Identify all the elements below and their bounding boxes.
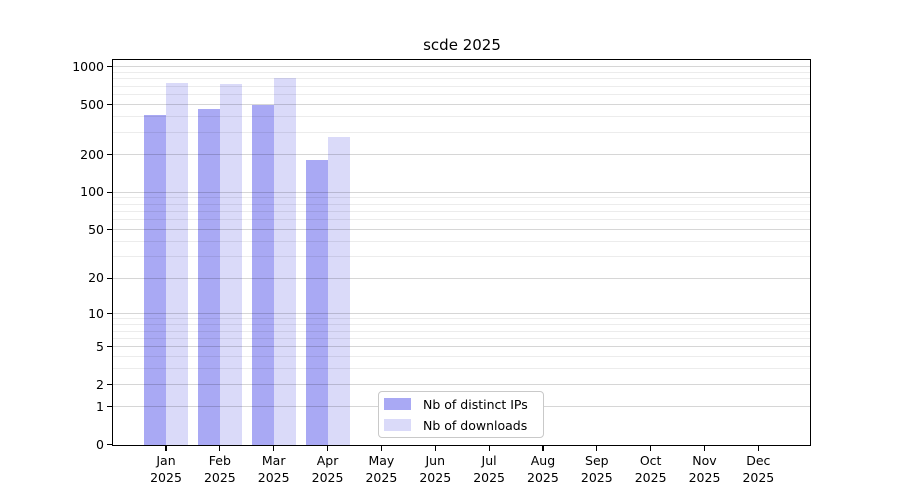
x-tick-label-year: 2025 [473,470,505,485]
x-tick-label-year: 2025 [203,470,236,485]
x-tick-label-year: 2025 [688,470,721,485]
x-tick-label-month: Sep [585,453,609,468]
x-tick-label-month: Aug [530,453,556,468]
bar-downloads-mar [273,77,296,445]
y-tick [107,444,113,446]
x-tick-label-month: Jan [156,453,176,468]
x-tick [596,445,598,451]
legend-item-downloads: Nb of downloads [384,416,543,434]
x-tick [757,445,759,451]
bar-downloads-jan [166,83,188,445]
bar-distinct-ips-apr [305,160,328,445]
gridline-major [113,104,811,106]
y-tick [107,191,113,193]
bar-distinct-ips-feb [197,109,220,445]
legend-label-downloads: Nb of downloads [423,417,528,433]
bar-distinct-ips-mar [251,105,274,445]
y-tick [107,277,113,279]
x-tick-label-year: 2025 [419,470,452,485]
legend-label-distinct-ips: Nb of distinct IPs [423,396,528,412]
x-tick-label-year: 2025 [742,470,775,485]
y-tick-label: 1 [96,398,104,414]
y-tick [107,104,113,106]
y-tick [107,66,113,68]
gridline-major [113,66,811,68]
y-tick-label: 2 [96,376,104,392]
y-tick-label: 0 [96,436,104,452]
y-tick-label: 1000 [72,58,104,74]
legend-swatch-downloads [384,419,411,431]
x-tick-label-month: Feb [208,453,231,468]
chart-title: scde 2025 [423,36,501,54]
gridline-minor [113,85,811,87]
x-tick [488,445,490,451]
x-tick-label-year: 2025 [634,470,667,485]
y-tick [107,153,113,156]
y-tick-label: 50 [88,221,104,237]
x-tick [326,445,329,451]
y-tick [107,229,113,231]
x-tick [650,445,652,451]
x-tick-label-month: Mar [261,453,286,468]
x-tick-label-month: Jun [425,453,446,468]
x-tick-label-month: May [368,453,395,468]
x-tick-label-month: Jul [481,453,497,468]
legend-item-distinct-ips: Nb of distinct IPs [384,395,543,413]
x-tick-label-year: 2025 [311,470,344,485]
y-tick [107,406,113,408]
y-tick-label: 500 [80,96,104,112]
bar-downloads-apr [327,136,350,445]
legend-swatch-distinct-ips [384,398,411,410]
x-tick-label-year: 2025 [365,470,398,485]
x-tick-label-year: 2025 [527,470,559,485]
y-tick-label: 20 [88,270,104,286]
x-tick [165,445,167,451]
x-tick [219,445,221,451]
x-tick-label-month: Apr [316,453,339,468]
x-tick [703,445,706,451]
x-tick-label-year: 2025 [580,470,613,485]
legend: Nb of distinct IPs Nb of downloads [378,391,544,438]
y-tick [107,384,113,386]
y-tick [107,312,113,315]
x-tick [273,445,275,451]
y-tick-label: 5 [96,338,104,354]
y-tick-label: 100 [80,184,104,200]
y-tick-label: 10 [88,305,104,321]
x-tick-label-year: 2025 [257,470,290,485]
x-tick-label-year: 2025 [150,470,182,485]
gridline-minor [113,72,811,73]
x-tick-label-month: Dec [746,453,771,468]
y-tick-label: 200 [80,146,104,162]
x-tick [542,445,544,451]
bar-distinct-ips-jan [144,114,166,445]
bar-downloads-feb [219,84,242,445]
x-tick [380,445,382,451]
gridline-minor [113,78,811,80]
x-tick-label-month: Oct [639,453,662,468]
x-tick-label-month: Nov [692,453,717,468]
x-tick [434,445,436,451]
gridline-minor [113,94,811,96]
y-tick [107,346,113,348]
